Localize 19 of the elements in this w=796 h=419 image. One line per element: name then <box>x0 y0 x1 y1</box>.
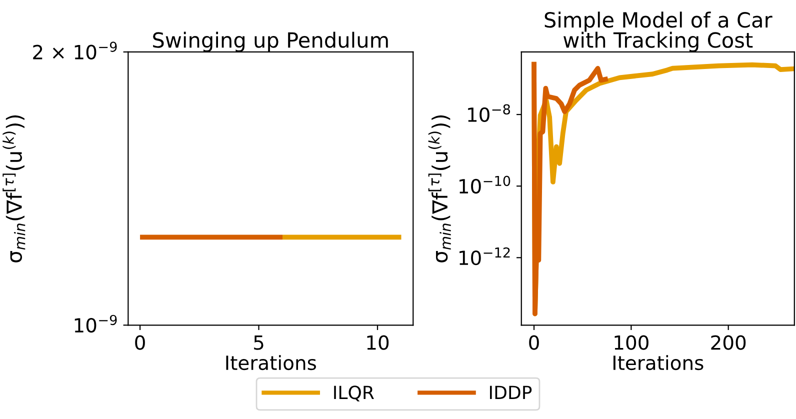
x-tick-label: 5 <box>254 335 264 350</box>
y-tick-label: 10$^{−10}$ <box>460 176 510 194</box>
x-tick-label: 100 <box>614 335 648 350</box>
x-axis-title: Iterations <box>614 355 704 370</box>
y-tick-label: 10$^{−8}$ <box>468 104 510 122</box>
x-axis-title: Iterations <box>226 355 316 370</box>
legend-label: IDDP <box>490 386 532 399</box>
y-tick-label: 10$^{−9}$ <box>74 314 117 333</box>
chart-title: Simple Model of a Car with Tracking Cost <box>544 12 772 52</box>
legend-label: ILQR <box>334 386 374 402</box>
y-axis-title: σ$_{min}$(∇f$^{[τ]}$(u$^{(k)}$)) <box>2 115 26 262</box>
y-tick-label: 2 × 10$^{−9}$ <box>33 42 117 60</box>
x-tick-label: 0 <box>135 335 145 350</box>
x-tick-label: 10 <box>367 335 389 350</box>
chart-title: Swinging up Pendulum <box>153 32 388 52</box>
y-tick-label: 10$^{−12}$ <box>460 247 510 266</box>
x-tick-label: 0 <box>529 335 539 350</box>
y-axis-title: σ$_{min}$(∇f$^{[τ]}$(u$^{(k)}$)) <box>428 115 451 262</box>
x-tick-label: 200 <box>711 335 746 350</box>
